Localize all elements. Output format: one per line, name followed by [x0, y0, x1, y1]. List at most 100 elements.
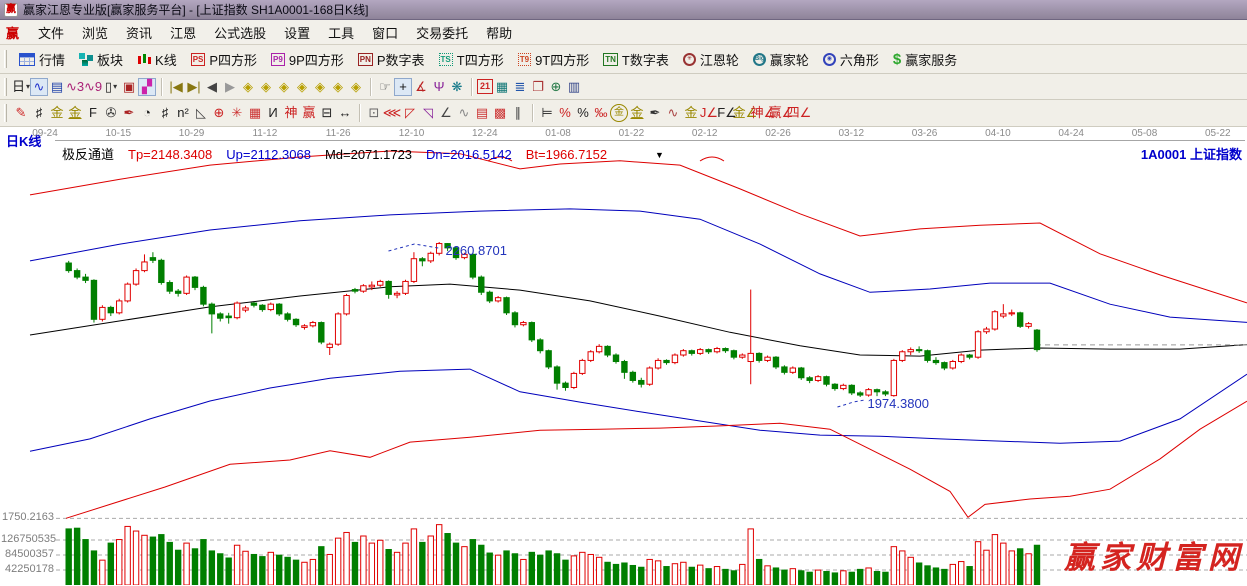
calendar-tool-icon[interactable]: 21 [477, 79, 493, 94]
red-pen-tool-icon[interactable]: ✎ [15, 105, 27, 120]
kline-period-icon[interactable]: 日 ▾ [11, 78, 31, 94]
menu-trade-order[interactable]: 交易委托 [416, 25, 469, 41]
measure-arrow-tool-icon[interactable]: ↔ [338, 105, 352, 120]
web-export-tool-icon[interactable]: ⊕ [550, 78, 562, 94]
toolbar-button-9p-square[interactable]: P9 9P四方形 [264, 47, 351, 72]
angle-ruler-tool-icon[interactable]: ◺ [196, 105, 206, 120]
toolbar-grip[interactable] [4, 50, 7, 68]
j-angle-tool-icon[interactable]: J∠ [699, 105, 719, 120]
toolbar-button-winner-service[interactable]: $ 赢家服务 [886, 47, 964, 72]
info-list-icon[interactable]: ▤ [50, 78, 64, 94]
toolbar-button-9t-square[interactable]: T9 9T四方形 [511, 47, 597, 72]
zoom-diamond-7-icon[interactable]: ◈ [351, 78, 361, 94]
gann-fan-tool-icon[interactable]: Ψ [433, 78, 445, 94]
fib-price-tool-icon[interactable]: F [89, 105, 97, 120]
ruler-123-tool-icon[interactable]: ⊟ [321, 105, 333, 120]
pattern-tool-icon[interactable]: ❋ [451, 78, 463, 94]
fan-box-tool-icon[interactable]: ◸ [405, 105, 415, 120]
candle-type-icon[interactable]: ▯ ▾ [104, 78, 118, 94]
gold-levels-tool-icon[interactable]: 金 [630, 105, 644, 120]
hand-pan-tool-icon[interactable]: ☞ [379, 78, 391, 94]
percent-red-tool-icon[interactable]: % [559, 105, 571, 120]
menu-help[interactable]: 帮助 [486, 25, 513, 41]
shen-angle-tool-icon[interactable]: 神∠ [750, 105, 776, 120]
fan-box-purple-tool-icon[interactable]: ◹ [423, 105, 433, 120]
pen-grid-tool-icon[interactable]: ✒ [123, 105, 135, 120]
grid-box-tool-icon[interactable]: ▦ [248, 105, 262, 120]
toolbar-button-sectors[interactable]: 板块 [72, 47, 130, 72]
zoom-diamond-4-icon[interactable]: ◈ [297, 78, 307, 94]
menu-formula-stock-pick[interactable]: 公式选股 [214, 25, 267, 41]
kline-chart-canvas[interactable] [0, 127, 1247, 585]
cycle-9-icon[interactable]: ∿9 [83, 78, 103, 94]
menu-news[interactable]: 资讯 [126, 25, 153, 41]
ying-tool-icon[interactable]: 赢 [302, 105, 316, 120]
prev-bar-icon[interactable]: ◀ [207, 78, 217, 94]
gold-angle-tool-icon[interactable]: 金∠ [732, 105, 758, 120]
gold-circle-tool-icon[interactable]: 金 [610, 104, 628, 122]
volume-profile-icon[interactable]: ▞ [138, 77, 156, 96]
main-chart-style-icon[interactable]: ∿ [30, 77, 48, 96]
ying-angle-tool-icon[interactable]: 赢∠ [768, 105, 794, 120]
menu-gann[interactable]: 江恩 [170, 25, 197, 41]
save-tool-icon[interactable]: ❐ [532, 78, 544, 94]
toolbar-grip[interactable] [4, 77, 7, 96]
price-steps-tool-icon[interactable]: ⊨ [541, 105, 553, 120]
toolbar-button-winner-wheel[interactable]: Big 赢家轮 [746, 47, 816, 72]
first-bar-icon[interactable]: |◀ [169, 78, 183, 94]
red-grid-tool-icon[interactable]: ▤ [475, 105, 489, 120]
red-grid-box-tool-icon[interactable]: ▩ [493, 105, 507, 120]
parallel-lines-tool-icon[interactable]: ∥ [514, 105, 522, 120]
gold-section-tool-icon[interactable]: 金 [50, 105, 64, 120]
menu-window[interactable]: 窗口 [372, 25, 399, 41]
zigzag-tool-icon[interactable]: ∿ [458, 105, 470, 120]
wave-mark-tool-icon[interactable]: И [268, 105, 278, 120]
fan-rays-tool-icon[interactable]: ⋘ [382, 105, 402, 120]
si-angle-tool-icon[interactable]: 四∠ [786, 105, 812, 120]
crosshair-tool-icon[interactable]: + [394, 77, 412, 96]
zoom-diamond-3-icon[interactable]: ◈ [279, 78, 289, 94]
time-cycle-tool-icon[interactable]: ◔ [143, 105, 151, 120]
toolbar-button-t-square[interactable]: TS T四方形 [432, 47, 511, 72]
toolbar-button-hexagon[interactable]: ◉ 六角形 [816, 47, 886, 72]
toolbar-grip[interactable] [4, 104, 7, 122]
remote-pc-tool-icon[interactable]: ▥ [567, 78, 581, 94]
gold-tool-icon[interactable]: 金 [684, 105, 698, 120]
wave-overlay-tool-icon[interactable]: ∿ [667, 105, 679, 120]
toolbar-button-gann-wheel[interactable]: ✳ 江恩轮 [676, 47, 746, 72]
menu-file[interactable]: 文件 [38, 25, 65, 41]
spiral-tool-icon[interactable]: ✇ [105, 105, 117, 120]
percent-levels-tool-icon[interactable]: ‰ [594, 105, 608, 120]
angle-measure-tool-icon[interactable]: ∡ [415, 78, 427, 94]
zoom-diamond-5-icon[interactable]: ◈ [315, 78, 325, 94]
zoom-diamond-2-icon[interactable]: ◈ [261, 78, 271, 94]
percent-tool-icon[interactable]: % [577, 105, 589, 120]
toolbar-button-p-number-table[interactable]: PN P数字表 [351, 47, 432, 72]
notepad-tool-icon[interactable]: ≣ [514, 78, 526, 94]
gann-filter-icon[interactable]: ▣ [122, 78, 136, 94]
three-ray-tool-icon[interactable]: ∠ [440, 105, 452, 120]
menu-tools[interactable]: 工具 [328, 25, 355, 41]
vert-grid-tool-icon[interactable]: ♯ [35, 105, 43, 120]
calculator-tool-icon[interactable]: ▦ [495, 78, 509, 94]
last-bar-icon[interactable]: ▶| [187, 78, 201, 94]
zoom-diamond-1-icon[interactable]: ◈ [243, 78, 253, 94]
menu-settings[interactable]: 设置 [284, 25, 311, 41]
f-angle-tool-icon[interactable]: F∠ [717, 105, 737, 120]
zoom-diamond-6-icon[interactable]: ◈ [333, 78, 343, 94]
time-grid-tool-icon[interactable]: ♯ [161, 105, 169, 120]
toolbar-button-p-square[interactable]: PS P四方形 [184, 47, 264, 72]
candle-marker-tool-icon[interactable]: ✒ [649, 105, 661, 120]
toolbar-button-t-number-table[interactable]: TN T数字表 [596, 47, 676, 72]
next-bar-icon[interactable]: ▶ [225, 78, 235, 94]
ray-burst-tool-icon[interactable]: ✳ [231, 105, 243, 120]
circle-target-tool-icon[interactable]: ⊕ [213, 105, 225, 120]
gold-section-2-tool-icon[interactable]: 金 [68, 105, 82, 120]
toolbar-button-kline[interactable]: K线 [130, 47, 184, 72]
n-square-tool-icon[interactable]: n² [177, 105, 189, 120]
shen-tool-icon[interactable]: 神 [284, 105, 298, 120]
menu-browse[interactable]: 浏览 [82, 25, 109, 41]
box-anchor-tool-icon[interactable]: ⊡ [368, 105, 380, 120]
cycle-3-icon[interactable]: ∿3 [65, 78, 85, 94]
toolbar-button-quotes[interactable]: 行情 [12, 47, 72, 72]
